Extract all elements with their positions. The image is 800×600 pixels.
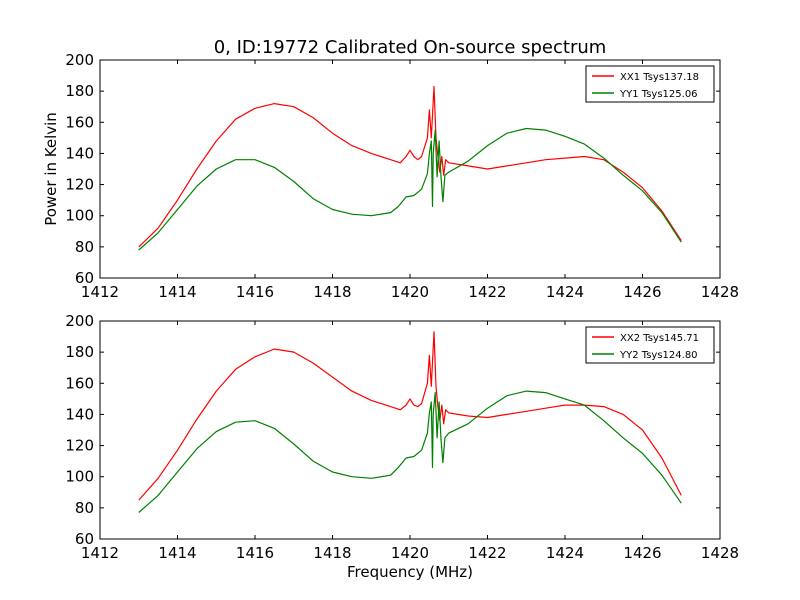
y-tick-label: 140 bbox=[65, 405, 94, 423]
legend-box bbox=[585, 326, 715, 364]
x-tick-label: 1428 bbox=[701, 544, 739, 562]
y-tick-label: 60 bbox=[75, 269, 94, 287]
series-line-1 bbox=[138, 331, 682, 501]
axes-top: 1412 1414 1416 1418 1420 1422 1424 1426 1428 60 80… bbox=[65, 51, 739, 301]
y-tick-label: 60 bbox=[75, 530, 94, 548]
legend-label: YY1 Tsys125.06 bbox=[619, 89, 698, 100]
x-tick-label: 1422 bbox=[468, 283, 506, 301]
figure-title: 0, ID:19772 Calibrated On-source spectru… bbox=[214, 37, 607, 58]
legend-label: YY2 Tsys124.80 bbox=[619, 350, 698, 361]
x-tick-label: 1424 bbox=[546, 544, 584, 562]
x-tick-label: 1420 bbox=[391, 283, 429, 301]
x-tick-label: 1416 bbox=[236, 544, 274, 562]
x-tick-label: 1420 bbox=[391, 544, 429, 562]
y-tick-label: 100 bbox=[65, 207, 94, 225]
y-tick-label: 120 bbox=[65, 176, 94, 194]
y-tick-label: 200 bbox=[65, 312, 94, 330]
x-tick-label: 1426 bbox=[623, 283, 661, 301]
series-line-2 bbox=[138, 390, 682, 513]
legend-label: XX2 Tsys145.71 bbox=[620, 333, 699, 344]
y-axis-label: Power in Kelvin bbox=[42, 112, 60, 226]
legend: XX2 Tsys145.71 YY2 Tsys124.80 bbox=[585, 326, 715, 364]
x-tick-label: 1418 bbox=[313, 283, 351, 301]
series-line-2 bbox=[138, 127, 682, 251]
y-tick-label: 160 bbox=[65, 113, 94, 131]
y-tick-label: 200 bbox=[65, 51, 94, 69]
axes-bottom: 1412 1414 1416 1418 1420 1422 1424 1426 1428 60 80… bbox=[65, 312, 739, 562]
y-tick-label: 140 bbox=[65, 144, 94, 162]
x-tick-label: 1428 bbox=[701, 283, 739, 301]
x-tick-label: 1416 bbox=[236, 283, 274, 301]
y-tick-label: 120 bbox=[65, 437, 94, 455]
x-tick-label: 1412 bbox=[81, 283, 119, 301]
x-tick-label: 1422 bbox=[468, 544, 506, 562]
y-tick-label: 80 bbox=[75, 238, 94, 256]
y-tick-label: 180 bbox=[65, 82, 94, 100]
x-tick-label: 1424 bbox=[546, 283, 584, 301]
y-tick-label: 100 bbox=[65, 468, 94, 486]
y-tick-label: 80 bbox=[75, 499, 94, 517]
x-tick-label: 1412 bbox=[81, 544, 119, 562]
legend-label: XX1 Tsys137.18 bbox=[620, 72, 699, 83]
legend-box bbox=[585, 65, 715, 103]
x-axis-label: Frequency (MHz) bbox=[347, 563, 473, 581]
y-tick-label: 160 bbox=[65, 374, 94, 392]
series-line-1 bbox=[138, 85, 682, 248]
x-tick-label: 1418 bbox=[313, 544, 351, 562]
x-tick-label: 1414 bbox=[158, 283, 196, 301]
x-tick-label: 1426 bbox=[623, 544, 661, 562]
x-tick-label: 1414 bbox=[158, 544, 196, 562]
y-tick-label: 180 bbox=[65, 343, 94, 361]
legend: XX1 Tsys137.18 YY1 Tsys125.06 bbox=[585, 65, 715, 103]
